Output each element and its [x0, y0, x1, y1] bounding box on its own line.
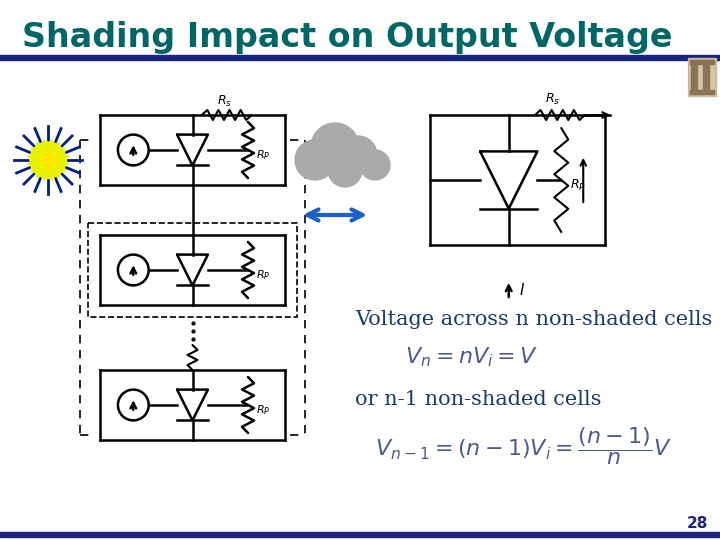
Bar — [690, 60, 714, 64]
Text: $\mathit{R}_s$: $\mathit{R}_s$ — [217, 94, 232, 109]
Circle shape — [339, 136, 377, 174]
Text: Shading Impact on Output Voltage: Shading Impact on Output Voltage — [22, 22, 672, 55]
Bar — [690, 60, 714, 94]
Text: or n-1 non-shaded cells: or n-1 non-shaded cells — [355, 390, 601, 409]
Circle shape — [360, 150, 390, 180]
Text: Voltage across n non-shaded cells: Voltage across n non-shaded cells — [355, 310, 712, 329]
Circle shape — [30, 142, 66, 178]
Bar — [690, 90, 714, 94]
Text: $\mathit{R}_P$: $\mathit{R}_P$ — [256, 403, 271, 417]
Text: $\mathit{R}_P$: $\mathit{R}_P$ — [570, 178, 586, 193]
Text: $\mathit{R}_s$: $\mathit{R}_s$ — [545, 92, 560, 107]
Circle shape — [328, 153, 362, 187]
Text: $V_{n-1} = (n-1)V_i = \dfrac{(n-1)}{n}V$: $V_{n-1} = (n-1)V_i = \dfrac{(n-1)}{n}V$ — [375, 425, 672, 467]
Bar — [688, 58, 716, 96]
Bar — [0, 55, 720, 60]
Text: $\mathit{R}_P$: $\mathit{R}_P$ — [256, 148, 271, 162]
Bar — [0, 532, 720, 537]
Circle shape — [311, 123, 359, 171]
Text: 28: 28 — [686, 516, 708, 531]
Text: $\mathit{I}$: $\mathit{I}$ — [518, 282, 525, 298]
Text: $\mathit{R}_P$: $\mathit{R}_P$ — [256, 268, 271, 282]
Bar — [703, 61, 709, 91]
Text: $V_n = nV_i = V$: $V_n = nV_i = V$ — [405, 345, 538, 369]
Bar — [691, 61, 697, 91]
Circle shape — [295, 140, 335, 180]
